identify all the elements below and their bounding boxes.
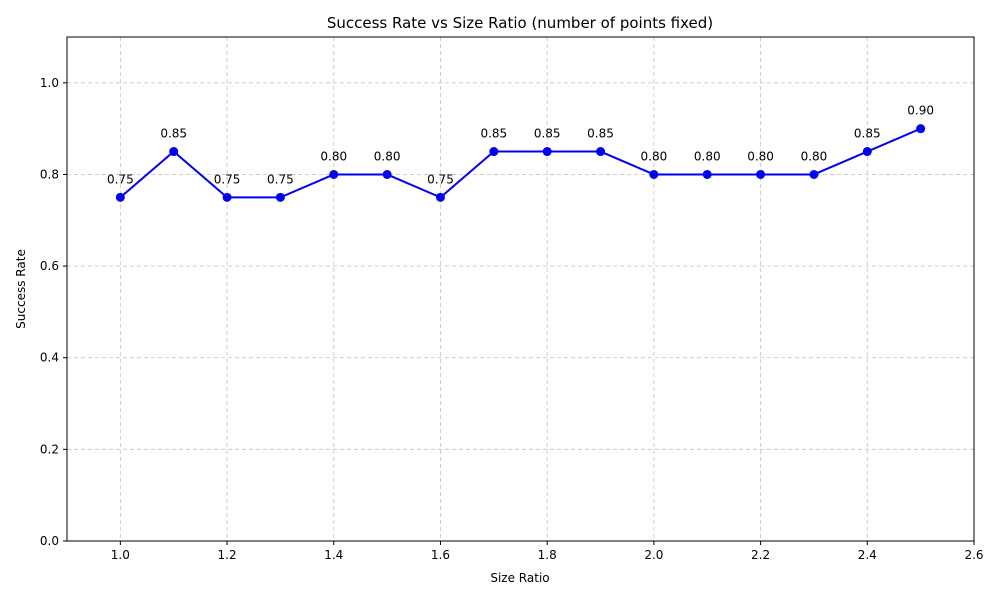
x-tick-label: 1.2 (218, 548, 237, 562)
data-point (169, 147, 179, 157)
data-point (756, 169, 766, 179)
x-tick-label: 2.6 (964, 548, 983, 562)
y-tick-label: 0.0 (40, 534, 59, 548)
x-tick-label: 2.4 (858, 548, 877, 562)
data-point (542, 147, 552, 157)
x-axis-label: Size Ratio (490, 571, 549, 585)
data-label: 0.90 (907, 104, 934, 118)
y-tick-label: 0.2 (40, 442, 59, 456)
data-point (222, 192, 232, 202)
data-label: 0.75 (427, 172, 454, 186)
x-tick-label: 1.0 (111, 548, 130, 562)
data-label: 0.85 (854, 127, 881, 141)
chart-title: Success Rate vs Size Ratio (number of po… (327, 14, 713, 32)
data-point (596, 147, 606, 157)
x-tick-label: 2.0 (644, 548, 663, 562)
series-line (119, 127, 922, 199)
plot-frame (66, 36, 975, 542)
data-point (916, 124, 926, 134)
data-label: 0.80 (374, 149, 401, 163)
y-tick-label: 0.4 (40, 351, 59, 365)
data-label: 0.75 (214, 172, 241, 186)
data-label: 0.85 (160, 127, 187, 141)
data-point (489, 147, 499, 157)
data-point (702, 169, 712, 179)
x-tick-label: 1.6 (431, 548, 450, 562)
data-point (275, 192, 285, 202)
y-tick-label: 0.8 (40, 167, 59, 181)
data-label: 0.80 (747, 149, 774, 163)
data-label: 0.85 (587, 127, 614, 141)
data-point (115, 192, 125, 202)
data-point (382, 169, 392, 179)
grid-lines (67, 37, 975, 542)
x-tick-label: 1.8 (538, 548, 557, 562)
data-label: 0.80 (641, 149, 668, 163)
data-point (435, 192, 445, 202)
data-point (649, 169, 659, 179)
data-label: 0.80 (801, 149, 828, 163)
data-label: 0.80 (694, 149, 721, 163)
x-axis: 1.0 1.2 1.4 1.6 1.8 2.0 2.2 2.4 2.6 (111, 541, 984, 562)
y-tick-label: 1.0 (40, 76, 59, 90)
data-point (862, 147, 872, 157)
y-axis: 0.0 0.2 0.4 0.6 0.8 1.0 (40, 76, 67, 548)
data-label: 0.75 (267, 172, 294, 186)
data-label: 0.85 (480, 127, 507, 141)
data-label: 0.75 (107, 172, 134, 186)
data-label: 0.80 (320, 149, 347, 163)
data-label: 0.85 (534, 127, 561, 141)
data-point (329, 169, 339, 179)
series-layer: 0.75 0.85 0.75 0.75 0.80 0.80 0.75 0.85 0.85 0.85… (107, 104, 934, 202)
data-point (809, 169, 819, 179)
x-tick-label: 2.2 (751, 548, 770, 562)
x-tick-label: 1.4 (324, 548, 343, 562)
y-axis-label: Success Rate (14, 249, 28, 329)
y-tick-label: 0.6 (40, 259, 59, 273)
